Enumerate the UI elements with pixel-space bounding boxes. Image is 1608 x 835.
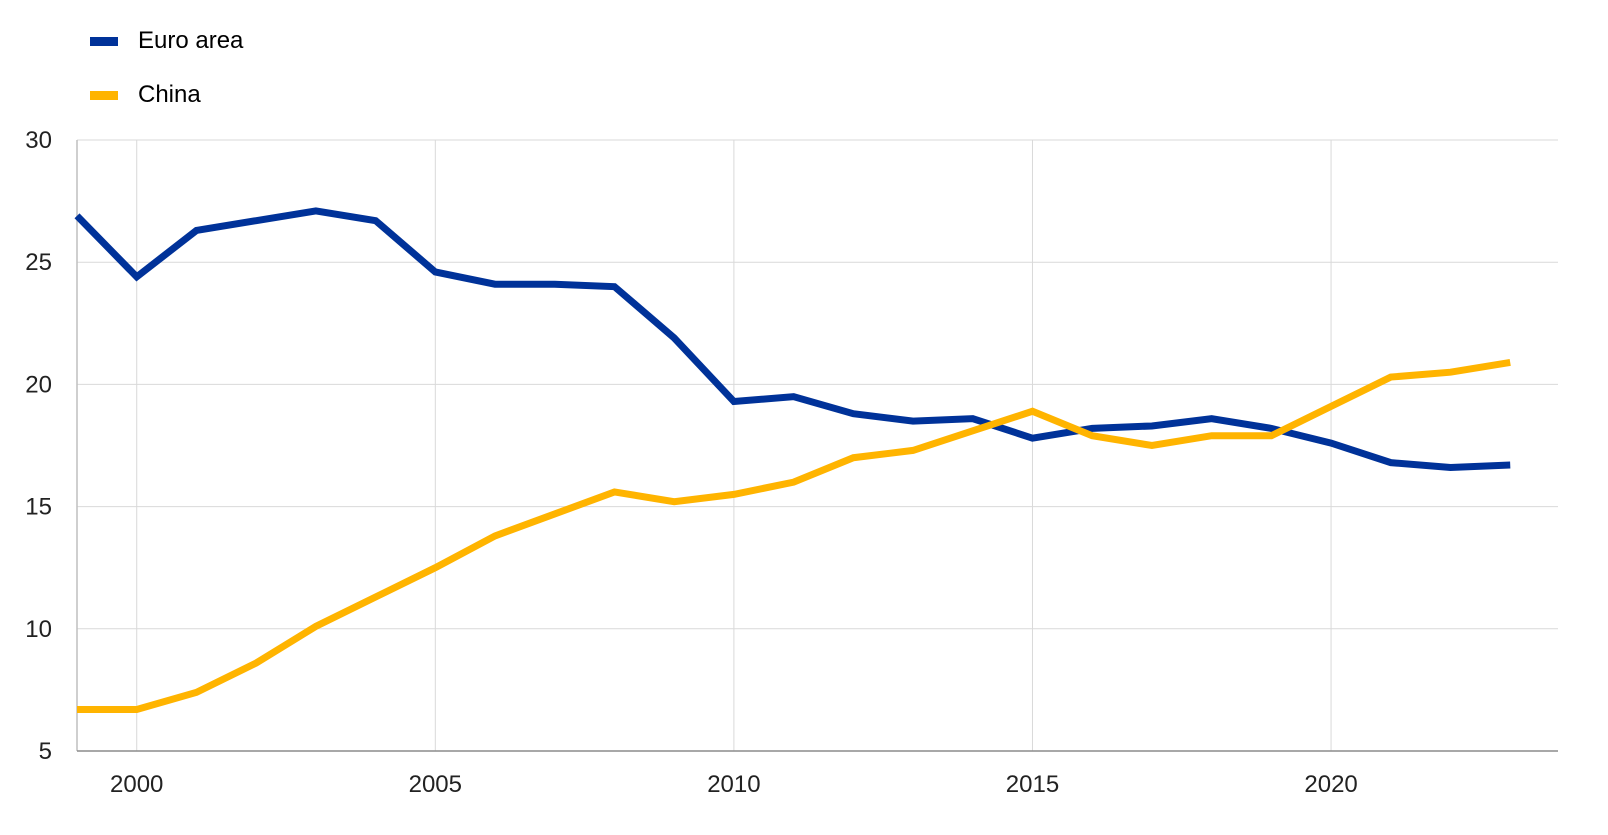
- series-line-china: [77, 358, 1511, 713]
- y-tick-label-25: 25: [25, 249, 52, 276]
- x-tick-label-2010: 2010: [707, 771, 760, 798]
- legend-swatch-euro-area: [90, 36, 118, 46]
- y-tick-label-20: 20: [25, 371, 52, 398]
- legend-label-euro-area: Euro area: [138, 27, 244, 54]
- x-tick-label-2000: 2000: [110, 771, 163, 798]
- legend-item-china: China: [90, 80, 243, 110]
- x-tick-label-2020: 2020: [1304, 771, 1357, 798]
- y-tick-label-5: 5: [39, 738, 52, 765]
- x-tick-label-2005: 2005: [409, 771, 462, 798]
- y-tick-label-15: 15: [25, 494, 52, 521]
- y-tick-label-10: 10: [25, 616, 52, 643]
- x-tick-label-2015: 2015: [1006, 771, 1059, 798]
- y-tick-label-30: 30: [25, 127, 52, 154]
- tick-labels: 5 10 15 20 25 30 2000 2005 2010 2015 2020: [25, 127, 1357, 798]
- legend-label-china: China: [138, 81, 201, 108]
- series-line-euro-area: [74, 207, 1511, 472]
- legend-item-euro-area: Euro area: [90, 26, 243, 56]
- axes: [76, 140, 1558, 752]
- legend: Euro area China: [90, 26, 243, 134]
- grid-lines: [77, 139, 1558, 751]
- series-lines: [74, 207, 1511, 713]
- legend-swatch-china: [90, 90, 118, 100]
